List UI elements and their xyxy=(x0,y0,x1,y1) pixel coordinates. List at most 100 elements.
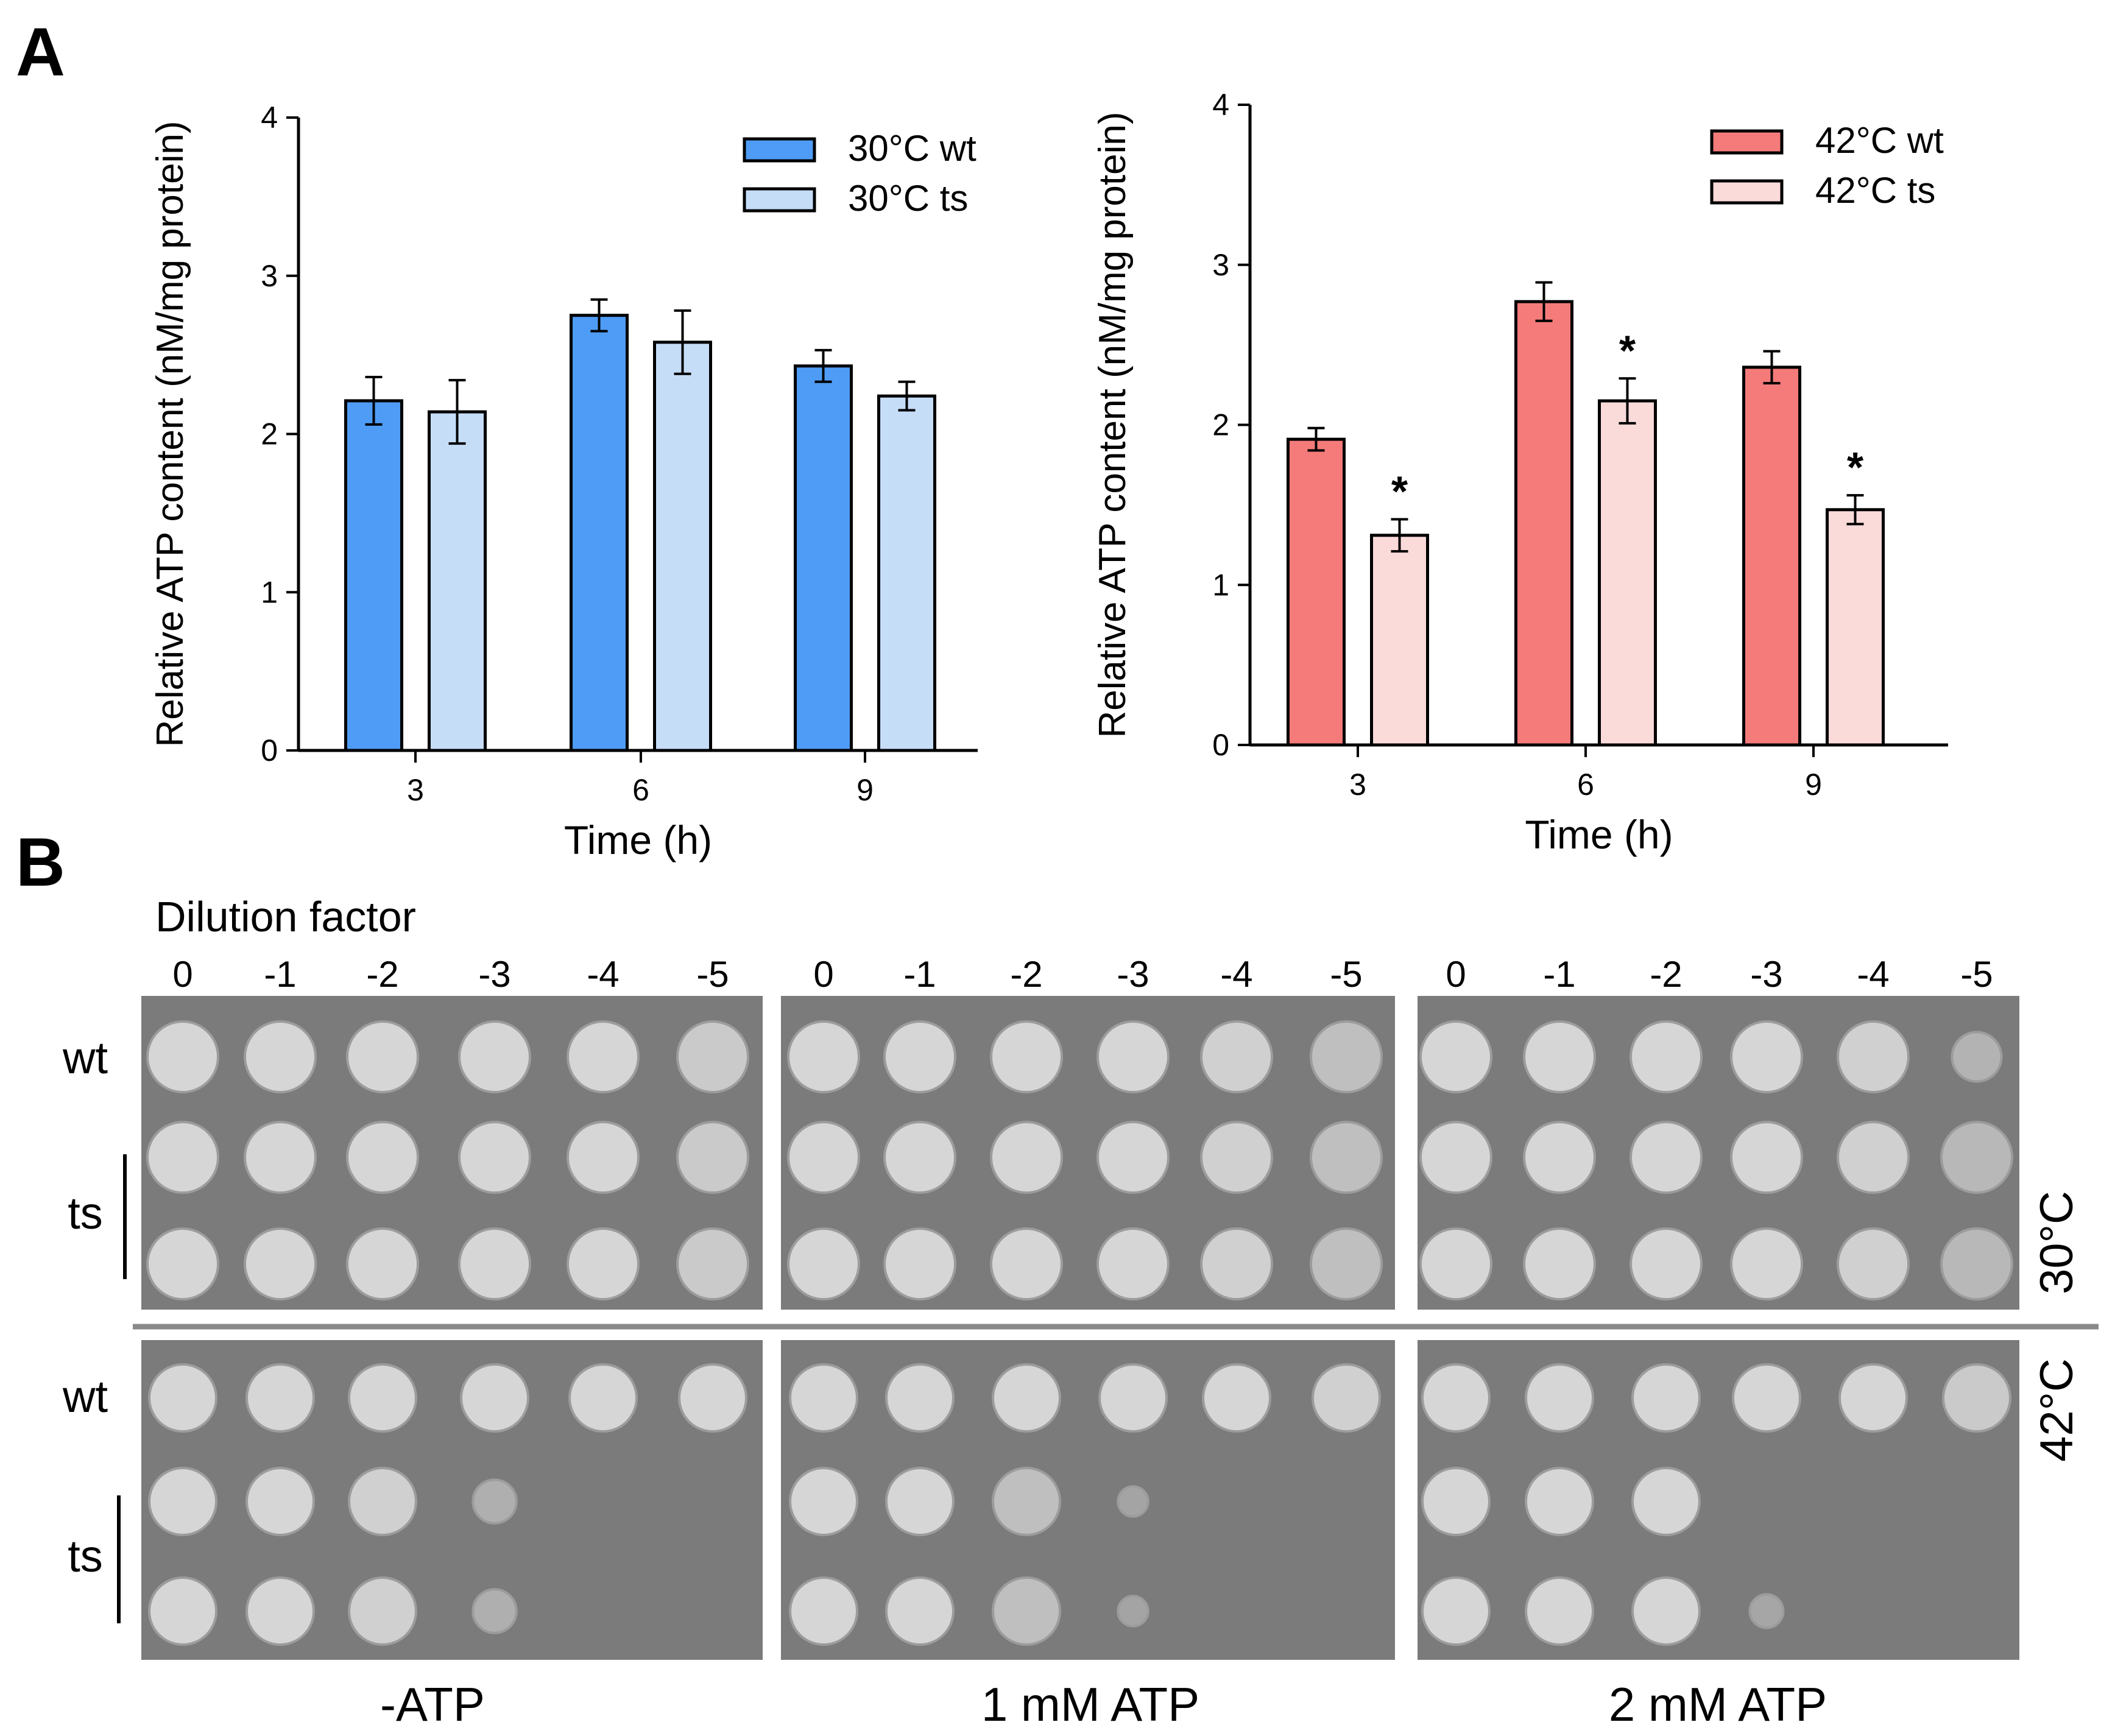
bar-chart-42c: 0 1 2 3 4 Relative ATP content (nM/mg protein… xyxy=(1092,88,1948,857)
bar xyxy=(570,314,629,752)
colony-spot xyxy=(146,1227,219,1300)
colony-spot xyxy=(471,1478,518,1525)
colony-spot xyxy=(676,1227,749,1300)
colony-spot xyxy=(678,1363,747,1433)
x-axis-label: Time (h) xyxy=(1525,812,1673,857)
dilution-label: -5 xyxy=(1960,954,1993,995)
dilution-label: -1 xyxy=(1543,954,1575,995)
colony-spot xyxy=(789,1467,858,1536)
significance-star: * xyxy=(1619,326,1636,374)
agar-plate xyxy=(1418,1340,2019,1660)
colony-spot xyxy=(346,1020,419,1093)
dilution-label: 0 xyxy=(1446,954,1466,995)
agar-plate xyxy=(141,1340,763,1660)
condition-label: 2 mM ATP xyxy=(1609,1678,1827,1731)
colony-spot xyxy=(148,1363,217,1433)
colony-spot xyxy=(1631,1576,1701,1646)
row-label-ts: ts xyxy=(68,1531,103,1581)
colony-spot xyxy=(346,1121,419,1194)
bar xyxy=(794,364,853,752)
colony-spot xyxy=(1117,1595,1149,1628)
colony-spot xyxy=(245,1363,315,1433)
colony-spot xyxy=(885,1467,955,1536)
colony-spot xyxy=(1837,1227,1910,1300)
y-tick-label: 3 xyxy=(261,259,278,293)
bar xyxy=(1514,300,1573,747)
colony-spot xyxy=(1096,1020,1170,1093)
colony-spot xyxy=(1730,1227,1803,1300)
colony-spot xyxy=(990,1227,1063,1300)
colony-spot xyxy=(1419,1121,1492,1194)
colony-spot xyxy=(787,1227,860,1300)
colony-spot xyxy=(1096,1227,1170,1300)
colony-spot xyxy=(1200,1227,1273,1300)
colony-spot xyxy=(458,1227,531,1300)
y-tick-label: 2 xyxy=(261,417,278,451)
x-tick-label: 9 xyxy=(856,773,874,807)
colony-spot xyxy=(1310,1121,1383,1194)
colony-spot xyxy=(567,1227,640,1300)
dilution-label: -5 xyxy=(1330,954,1362,995)
y-tick-label: 1 xyxy=(261,575,278,609)
legend-label: 42°C wt xyxy=(1815,120,1944,161)
colony-spot xyxy=(244,1020,317,1093)
colony-spot xyxy=(789,1363,858,1433)
legend-label: 42°C ts xyxy=(1815,170,1935,211)
colony-spot xyxy=(676,1121,749,1194)
colony-spot xyxy=(1098,1363,1168,1433)
colony-spot xyxy=(245,1576,315,1646)
colony-spot xyxy=(567,1121,640,1194)
colony-spot xyxy=(146,1020,219,1093)
legend-label: 30°C ts xyxy=(848,178,968,219)
legend-swatch xyxy=(1710,179,1784,205)
agar-plate xyxy=(781,1340,1395,1660)
row-label-ts: ts xyxy=(68,1188,103,1238)
bar xyxy=(1742,365,1801,747)
bar xyxy=(653,340,712,752)
colony-spot xyxy=(1310,1227,1383,1300)
colony-spot xyxy=(348,1576,417,1646)
colony-spot xyxy=(1523,1121,1596,1194)
colony-spot xyxy=(1312,1363,1381,1433)
colony-spot xyxy=(885,1576,955,1646)
colony-spot xyxy=(1202,1363,1271,1433)
colony-spot xyxy=(990,1121,1063,1194)
legend-swatch xyxy=(1710,129,1784,155)
colony-spot xyxy=(1730,1121,1803,1194)
colony-spot xyxy=(676,1020,749,1093)
colony-spot xyxy=(1523,1020,1596,1093)
colony-spot xyxy=(1525,1363,1594,1433)
colony-spot xyxy=(1942,1363,2011,1433)
y-tick-label: 2 xyxy=(1212,408,1229,442)
colony-spot xyxy=(992,1576,1061,1646)
dilution-label: -5 xyxy=(696,954,729,995)
colony-spot xyxy=(1096,1121,1170,1194)
colony-spot xyxy=(148,1467,217,1536)
colony-spot xyxy=(990,1020,1063,1093)
dilution-label: 0 xyxy=(813,954,833,995)
colony-spot xyxy=(885,1363,955,1433)
x-tick-label: 3 xyxy=(1349,767,1366,802)
x-tick-label: 9 xyxy=(1805,767,1822,802)
colony-spot xyxy=(992,1363,1061,1433)
colony-spot xyxy=(1421,1467,1491,1536)
colony-spot xyxy=(148,1576,217,1646)
colony-spot xyxy=(346,1227,419,1300)
colony-spot xyxy=(787,1020,860,1093)
colony-spot xyxy=(244,1121,317,1194)
colony-spot xyxy=(146,1121,219,1194)
colony-spot xyxy=(787,1121,860,1194)
x-tick-label: 6 xyxy=(632,773,649,807)
agar-plate xyxy=(1418,996,2019,1310)
dilution-factor-title: Dilution factor xyxy=(155,893,416,940)
x-tick-label: 3 xyxy=(407,773,424,807)
x-tick-label: 6 xyxy=(1577,767,1594,802)
colony-spot xyxy=(883,1227,956,1300)
row-label-wt: wt xyxy=(62,1371,108,1422)
panel-label-a: A xyxy=(16,14,65,90)
temperature-label-30c: 30°C xyxy=(2031,1191,2083,1294)
bar xyxy=(1826,508,1885,747)
y-tick-label: 3 xyxy=(1212,248,1229,282)
colony-spot xyxy=(1630,1121,1703,1194)
colony-spot xyxy=(568,1363,638,1433)
